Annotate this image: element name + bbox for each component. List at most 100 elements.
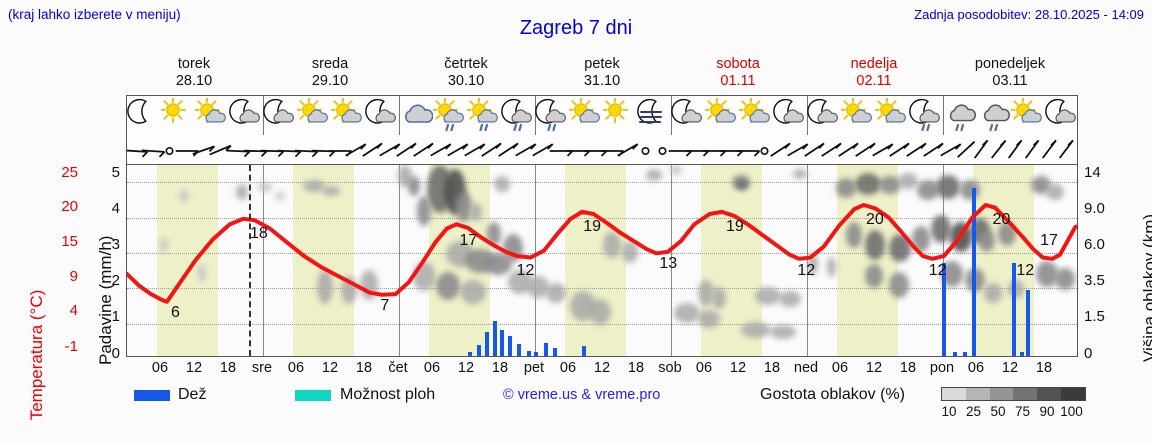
rain-bar-6 [517, 344, 522, 356]
x-tick-12-1: 12 [185, 360, 203, 376]
cloud-height-tick-0: 14 [1084, 164, 1101, 181]
rain-bar-5 [507, 335, 512, 356]
sun-icon [603, 98, 637, 134]
day-name: petek [584, 56, 620, 72]
temp-label-min-8: 12 [797, 262, 816, 280]
day-date: 03.11 [992, 73, 1028, 89]
cloud-height-axis-title-text: Višina oblakov (km) [1140, 213, 1152, 362]
cloud-height-tick-3: 3.5 [1084, 272, 1105, 289]
day-header-četrtek: četrtek 30.10 [398, 56, 534, 90]
cloud-density-tick-10: 10 [941, 404, 957, 419]
rain-bar-12 [941, 262, 946, 356]
day-name: sreda [311, 56, 349, 72]
temp-label-max-3: 17 [459, 231, 478, 249]
cloud-blob [888, 271, 909, 298]
sun-cloud-icon [569, 98, 603, 134]
rain-bar-4 [500, 329, 505, 356]
cloud-blob [855, 172, 882, 195]
cloud-blob [979, 229, 996, 252]
cloud-blob [588, 298, 611, 325]
gridline-h-2 [127, 252, 1077, 254]
cloud-blob [456, 191, 473, 222]
x-tick-pet-11: pet [523, 360, 545, 376]
cloud-blob [317, 270, 334, 305]
day-divider-3 [535, 165, 536, 356]
cloud-blob [674, 302, 701, 323]
copyright-label[interactable]: © vreme.us & vreme.pro [503, 387, 661, 403]
temp-label-min-12: 12 [1016, 262, 1035, 280]
x-tick-ned-19: ned [793, 360, 819, 376]
x-tick-06-24: 06 [967, 360, 985, 376]
cloud-blob [322, 186, 341, 196]
temperature-tick-5: -1 [64, 338, 78, 355]
precipitation-tick-0: 5 [111, 164, 120, 181]
rain-bar-3 [492, 321, 497, 356]
rain-legend-swatch [134, 390, 170, 401]
rain-bar-2 [484, 332, 489, 356]
temp-label-max-7: 19 [726, 217, 744, 235]
precipitation-tick-5: 0 [111, 345, 120, 362]
x-tick-pon-23: pon [929, 360, 955, 376]
day-divider-4 [671, 165, 672, 356]
temp-label-max-9: 20 [865, 210, 884, 228]
cloud-blob [864, 229, 885, 260]
cloud-blob [1036, 260, 1059, 287]
cloud-density-step-0 [942, 388, 966, 400]
wind-barb-row [126, 135, 1078, 164]
cloud-icon [399, 98, 433, 134]
rain-bar-17 [1019, 351, 1024, 356]
day-header-ponedeljek: ponedeljek 03.11 [942, 56, 1078, 90]
x-tick-06-12: 06 [559, 360, 577, 376]
moon-fog-icon [637, 98, 671, 134]
x-tick-06-16: 06 [695, 360, 713, 376]
icon-day-divider [535, 96, 536, 135]
temp-label-max-1: 18 [250, 224, 268, 242]
sun-cloud-rain-icon [467, 98, 501, 134]
cloud-height-tick-5: 0 [1084, 345, 1093, 362]
temperature-tick-2: 15 [61, 233, 78, 250]
x-tick-čet-7: čet [388, 360, 408, 376]
x-tick-18-26: 18 [1035, 360, 1053, 376]
sun-cloud-icon [195, 98, 229, 134]
x-tick-06-4: 06 [287, 360, 305, 376]
cloud-blob [526, 275, 549, 298]
wind-barbs [127, 139, 1074, 159]
cloud-density-step-5 [1061, 388, 1085, 400]
cloud-blob [698, 310, 721, 329]
temp-label-min-10: 12 [928, 262, 947, 280]
x-tick-18-18: 18 [763, 360, 781, 376]
temp-label-max-5: 19 [583, 217, 601, 235]
cloud-density-scale-labels: 10 25 50 75 90 100 [936, 404, 1096, 420]
cloud-blob [755, 287, 782, 306]
cloud-blob [826, 256, 836, 277]
page-title: Zagreb 7 dni [519, 17, 633, 39]
day-date: 02.11 [856, 73, 892, 89]
precipitation-tick-3: 2 [111, 272, 120, 289]
cloud-blob [417, 195, 432, 226]
x-tick-06-20: 06 [831, 360, 849, 376]
temp-label-max-13: 17 [1040, 231, 1058, 249]
gridline-h-0 [127, 182, 1077, 184]
x-tick-18-10: 18 [491, 360, 509, 376]
forecast-plot: 6187171219131912201220121711 [126, 95, 1078, 357]
cloud-height-tick-2: 6.0 [1084, 236, 1105, 253]
cloud-blob [779, 291, 802, 308]
cloud-blob [236, 184, 249, 201]
day-date: 30.10 [447, 73, 485, 89]
moon-cloud-icon [365, 98, 399, 134]
temp-label-min-2: 7 [380, 296, 390, 314]
cloud-density-legend-title: Gostota oblakov (%) [760, 386, 905, 403]
x-tick-12-21: 12 [865, 360, 883, 376]
cloud-blob [983, 283, 1002, 304]
cloud-blob [931, 214, 952, 243]
cloud-height-axis-title: Višina oblakov (km) [1122, 170, 1152, 365]
day-name: torek [177, 56, 211, 72]
day-divider-6 [943, 165, 944, 356]
rain-bar-1 [477, 345, 482, 356]
cloud-height-tick-4: 1.5 [1084, 308, 1105, 325]
x-tick-12-17: 12 [729, 360, 747, 376]
cloud-density-tick-25: 25 [965, 404, 982, 419]
x-tick-12-25: 12 [1001, 360, 1019, 376]
rain-bar-10 [553, 347, 558, 356]
moon-cloud-icon [807, 98, 841, 134]
